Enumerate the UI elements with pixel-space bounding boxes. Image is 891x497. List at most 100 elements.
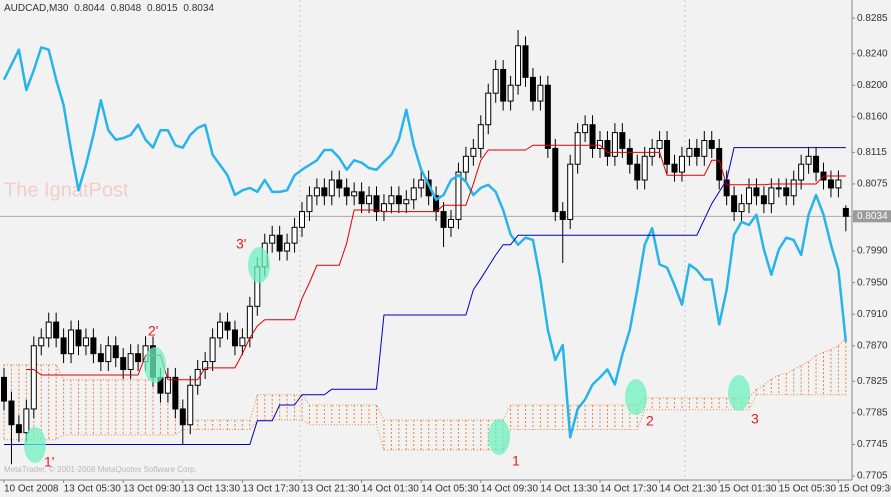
candle-body — [678, 155, 685, 173]
candle-body — [671, 163, 678, 173]
candle-body — [306, 195, 313, 213]
candle-body — [38, 337, 45, 347]
indicator-line — [2, 46, 848, 439]
candle-body — [582, 124, 589, 134]
candle-body — [328, 179, 335, 197]
candle-body — [395, 195, 402, 205]
candle-body — [172, 376, 179, 410]
candle-body — [760, 195, 767, 205]
candle-body — [746, 187, 752, 205]
candle-body — [284, 242, 291, 252]
candle-body — [455, 171, 462, 220]
indicator-line — [4, 147, 846, 445]
x-tick-label: 10 Oct 2008 — [4, 484, 59, 495]
last-price-box — [853, 210, 891, 223]
y-tick-label: 0.7705 — [857, 471, 888, 482]
ohlc-high: 0.8048 — [111, 3, 142, 14]
x-tick-label: 15 Oct 05:30 — [779, 484, 837, 495]
ohlc-open: 0.8044 — [74, 3, 105, 14]
candle-body — [23, 408, 30, 434]
candle-body — [299, 211, 305, 228]
candle-body — [90, 337, 97, 355]
candle-body — [641, 155, 648, 181]
x-tick-label: 13 Oct 05:30 — [64, 484, 122, 495]
candle-body — [418, 179, 425, 189]
x-tick-label: 14 Oct 09:30 — [481, 484, 539, 495]
candle-body — [68, 329, 75, 355]
candle-body — [82, 337, 89, 347]
candle-body — [567, 163, 574, 220]
candle-body — [626, 147, 633, 165]
candle-body — [45, 321, 52, 339]
candle-body — [462, 155, 469, 173]
candle-body — [112, 345, 119, 359]
y-tick-label: 0.8200 — [857, 80, 888, 91]
candle-body — [239, 337, 246, 347]
annotation: 2 — [646, 413, 654, 429]
annotation: 3' — [236, 236, 246, 252]
candle-body — [351, 191, 358, 197]
candle-body — [343, 187, 350, 197]
cloud-edge — [4, 394, 846, 451]
plot-area — [0, 30, 852, 465]
candle-body — [97, 353, 104, 363]
candle-body — [790, 179, 797, 197]
candle-body — [194, 368, 201, 386]
candle-body — [321, 187, 328, 197]
y-tick-label: 0.7910 — [857, 309, 888, 320]
candle-body — [380, 203, 387, 213]
candle-body — [552, 147, 559, 213]
candle-body — [8, 400, 15, 426]
candle-body — [291, 226, 298, 244]
highlight — [248, 247, 270, 283]
cloud-edge — [4, 337, 847, 421]
candle-body — [336, 179, 343, 189]
candle-body — [313, 187, 320, 197]
symbol: AUDCAD,M30 — [4, 3, 69, 14]
candle-body — [597, 140, 603, 149]
annotation: 1' — [44, 454, 54, 470]
candle-body — [798, 163, 805, 181]
candle-body — [276, 234, 283, 252]
candle-body — [358, 191, 365, 205]
candle-body — [716, 147, 723, 181]
candle-body — [604, 140, 611, 157]
candle-body — [209, 337, 216, 363]
candle-body — [403, 199, 410, 205]
candle-body — [589, 124, 596, 149]
y-tick-label: 0.8285 — [857, 13, 888, 24]
candle-body — [269, 234, 276, 244]
x-tick-label: 14 Oct 05:30 — [421, 484, 479, 495]
candle-body — [507, 84, 514, 102]
candle-body — [544, 84, 551, 149]
x-tick-label: 13 Oct 17:30 — [242, 484, 300, 495]
highlight — [625, 379, 647, 415]
y-tick-label: 0.8075 — [857, 179, 888, 190]
y-tick-label: 0.7870 — [857, 340, 888, 351]
ohlc-close: 0.8034 — [183, 3, 214, 14]
copyright: MetaTrader, © 2001-2008 MetaQuotes Softw… — [4, 465, 197, 474]
candle-body — [179, 408, 186, 426]
candle-body — [842, 207, 849, 217]
candle-body — [753, 187, 760, 197]
candle-body — [75, 329, 82, 347]
x-tick-label: 13 Oct 09:30 — [123, 484, 181, 495]
candle-body — [477, 124, 484, 149]
y-tick-label: 0.8240 — [857, 48, 888, 59]
candle-body — [693, 147, 700, 157]
candle-body — [373, 195, 380, 213]
x-tick-label: 14 Oct 13:30 — [540, 484, 598, 495]
candle-body — [537, 84, 544, 102]
y-tick-label: 0.7990 — [857, 246, 888, 257]
candle-body — [448, 218, 454, 228]
candle-body — [485, 92, 492, 126]
candle-body — [619, 132, 626, 149]
highlight — [144, 347, 166, 383]
candle-body — [127, 353, 134, 370]
candle-body — [470, 147, 477, 157]
highlight — [728, 375, 750, 411]
candle-body — [60, 337, 67, 355]
y-tick-label: 0.7785 — [857, 408, 888, 419]
annotation: 1 — [512, 453, 520, 469]
